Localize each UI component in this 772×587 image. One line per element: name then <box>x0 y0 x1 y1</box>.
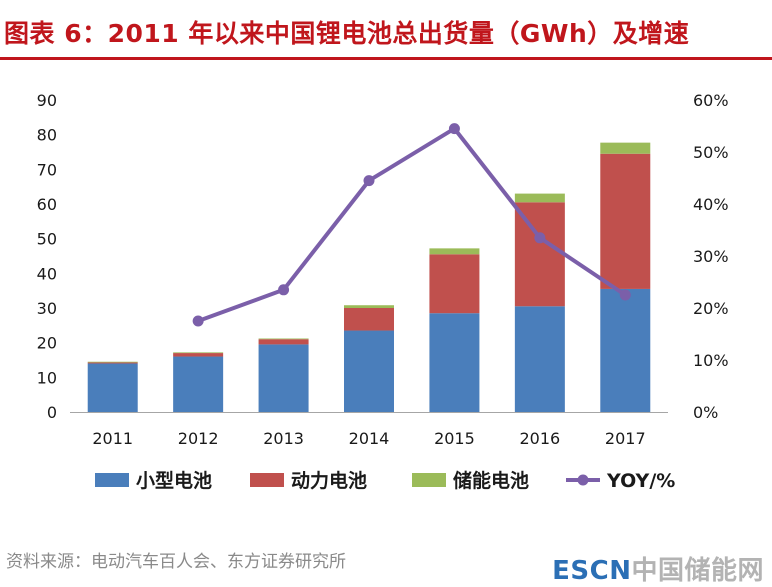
right-tick-label: 50% <box>693 143 729 162</box>
x-tick-label: 2014 <box>349 429 390 448</box>
small-battery-bar <box>173 356 224 412</box>
x-tick-label: 2011 <box>92 429 133 448</box>
x-tick-label: 2015 <box>434 429 475 448</box>
legend-power-battery-swatch <box>250 473 284 487</box>
yoy-line <box>197 126 627 323</box>
x-tick-label: 2017 <box>605 429 646 448</box>
power-battery-bar <box>87 362 138 364</box>
small-battery-bar <box>344 330 394 412</box>
power-battery-bar <box>429 254 480 314</box>
yoy-point <box>619 289 631 301</box>
legend-small-battery-swatch <box>95 473 129 487</box>
legend-power-battery-label: 动力电池 <box>291 469 367 492</box>
legend-yoy-marker <box>577 474 589 486</box>
chart-area: 0 10 20 30 40 50 60 70 80 90 0% 10% 20% 30% 40% 50% 60%… <box>37 91 729 492</box>
storage-battery-bar <box>258 338 309 340</box>
title-underline <box>0 57 772 60</box>
chart-title: 图表 6：2011 年以来中国锂电池总出货量（GWh）及增速 <box>4 19 690 48</box>
watermark-name: 中国储能网 <box>631 556 764 586</box>
power-battery-bar <box>600 153 651 289</box>
power-battery-bar <box>173 353 224 357</box>
storage-battery-bar <box>173 352 224 354</box>
x-tick-label: 2013 <box>263 429 304 448</box>
storage-battery-bar <box>429 248 480 255</box>
small-battery-bar <box>429 313 480 412</box>
storage-battery-bar <box>600 142 651 154</box>
right-tick-label: 40% <box>693 195 729 214</box>
left-tick-label: 70 <box>37 160 57 179</box>
left-tick-label: 0 <box>47 403 57 422</box>
right-tick-label: 0% <box>693 403 718 422</box>
right-tick-label: 30% <box>693 247 729 266</box>
yoy-line-series <box>192 123 631 327</box>
left-tick-label: 20 <box>37 334 57 353</box>
left-tick-label: 40 <box>37 264 57 283</box>
left-tick-label: 30 <box>37 299 57 318</box>
watermark: ESCN中国储能网 <box>552 550 764 587</box>
left-tick-label: 90 <box>37 91 57 110</box>
x-tick-label: 2016 <box>519 429 560 448</box>
small-battery-bar <box>87 363 138 412</box>
left-tick-label: 50 <box>37 230 57 249</box>
title-bar: 图表 6：2011 年以来中国锂电池总出货量（GWh）及增速 <box>0 0 772 60</box>
right-tick-label: 20% <box>693 299 729 318</box>
legend-storage-battery-label: 储能电池 <box>453 469 529 492</box>
small-battery-bar <box>258 344 309 412</box>
small-battery-bar <box>514 306 565 412</box>
yoy-point <box>363 175 375 187</box>
legend-storage-battery-swatch <box>412 473 446 487</box>
yoy-point <box>534 232 546 244</box>
legend: 小型电池 动力电池 储能电池 YOY/% <box>95 469 675 492</box>
left-tick-label: 60 <box>37 195 57 214</box>
storage-battery-bar <box>514 193 565 203</box>
power-battery-bar <box>344 308 394 331</box>
source-note: 资料来源：电动汽车百人会、东方证券研究所 <box>6 552 346 572</box>
small-battery-bar <box>600 288 651 412</box>
storage-battery-bar <box>344 305 394 308</box>
left-tick-label: 80 <box>37 126 57 145</box>
yoy-point <box>278 284 290 296</box>
bar-series <box>87 142 651 412</box>
left-axis: 0 10 20 30 40 50 60 70 80 90 <box>37 91 57 422</box>
legend-small-battery-label: 小型电池 <box>136 469 212 492</box>
right-axis: 0% 10% 20% 30% 40% 50% 60% <box>693 91 729 422</box>
x-axis: 2011 2012 2013 2014 2015 2016 2017 <box>70 412 668 448</box>
legend-yoy-label: YOY/% <box>606 470 675 492</box>
yoy-point <box>448 123 460 135</box>
left-tick-label: 10 <box>37 368 57 387</box>
power-battery-bar <box>258 339 309 345</box>
storage-battery-bar <box>87 361 138 363</box>
watermark-brand: ESCN <box>552 556 632 586</box>
x-tick-label: 2012 <box>178 429 219 448</box>
right-tick-label: 10% <box>693 351 729 370</box>
right-tick-label: 60% <box>693 91 729 110</box>
yoy-point <box>192 315 204 327</box>
